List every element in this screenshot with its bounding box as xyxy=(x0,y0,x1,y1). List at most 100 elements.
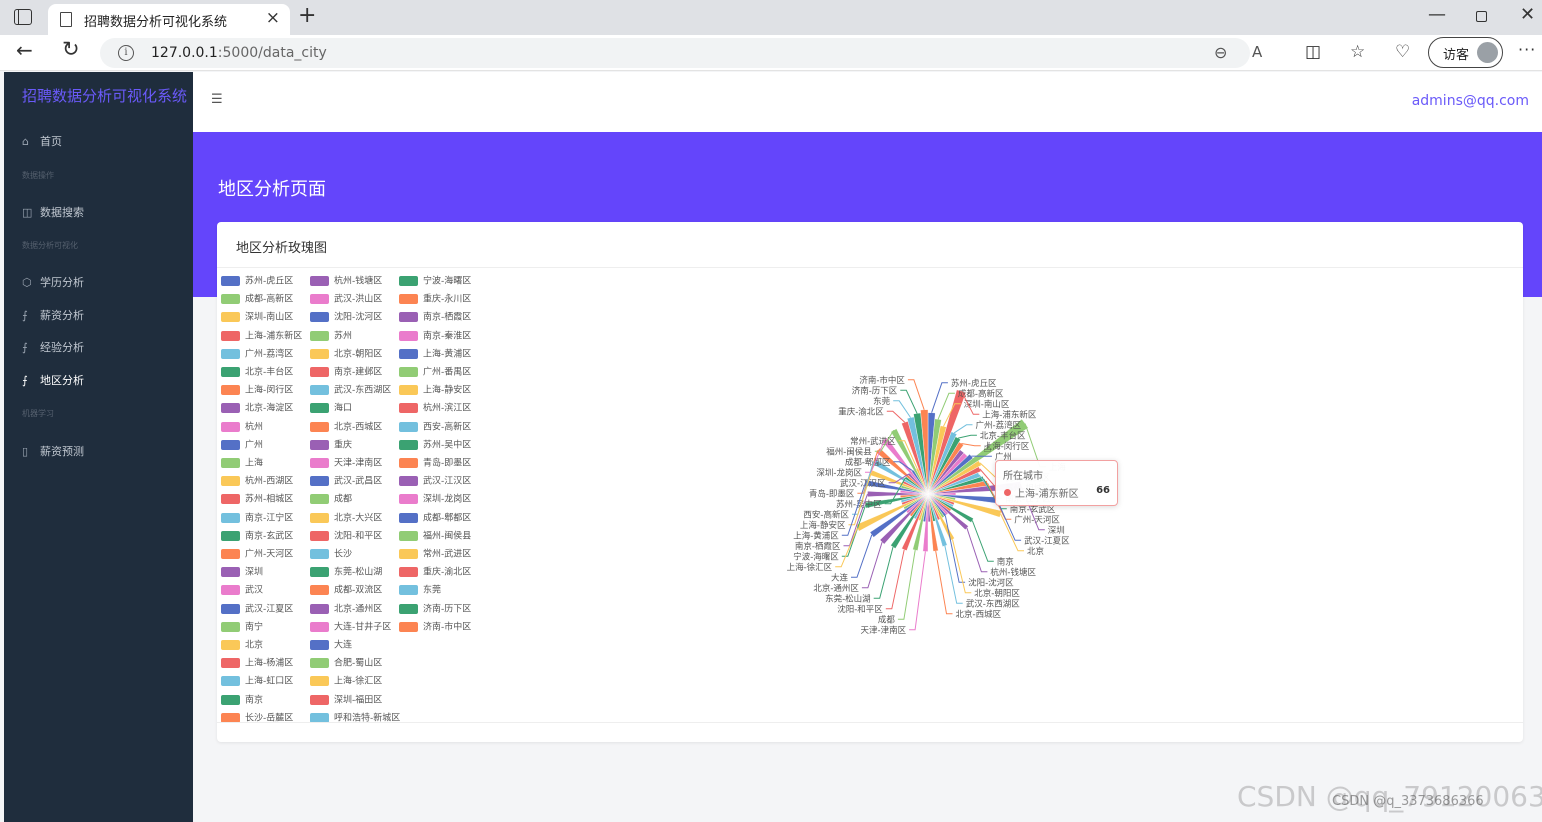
browser-tab[interactable]: 招聘数据分析可视化系统 × xyxy=(48,4,290,35)
address-bar[interactable]: i 127.0.0.1:5000/data_city ⊖ A xyxy=(100,38,1262,68)
favorites-icon[interactable]: ☆ xyxy=(1350,42,1366,62)
legend-item[interactable]: 合肥-蜀山区 xyxy=(310,658,382,670)
sidebar-item-home[interactable]: ⌂ 首页 xyxy=(22,133,62,149)
legend-item[interactable]: 西安-高新区 xyxy=(399,421,471,434)
rose-slice[interactable] xyxy=(927,441,964,495)
rose-slice[interactable] xyxy=(901,493,929,551)
legend-item[interactable]: 南京 xyxy=(221,694,263,707)
legend-item[interactable]: 重庆-永川区 xyxy=(399,294,471,306)
user-email[interactable]: admins@qq.com xyxy=(1411,93,1529,109)
legend-item[interactable]: 南京-栖霞区 xyxy=(399,312,471,324)
zoom-icon[interactable]: ⊖ xyxy=(1214,43,1228,62)
legend-item[interactable]: 重庆 xyxy=(310,439,352,452)
more-icon[interactable]: ··· xyxy=(1518,40,1537,59)
read-aloud-icon[interactable]: A xyxy=(1252,43,1263,61)
close-tab-icon[interactable]: × xyxy=(265,8,280,28)
legend-item[interactable]: 大连-甘井子区 xyxy=(310,621,391,634)
rose-slice[interactable] xyxy=(927,389,967,495)
legend-item[interactable]: 北京-海淀区 xyxy=(221,403,293,415)
legend-item[interactable]: 杭州-钱塘区 xyxy=(310,276,382,288)
legend-item[interactable]: 武汉-洪山区 xyxy=(310,294,382,306)
legend-item[interactable]: 南京-玄武区 xyxy=(221,530,293,543)
url-text[interactable]: 127.0.0.1:5000/data_city xyxy=(151,45,327,61)
legend-item[interactable]: 南京-江宁区 xyxy=(221,512,293,525)
legend-item[interactable]: 济南-历下区 xyxy=(399,603,471,616)
legend-item[interactable]: 福州-闽侯县 xyxy=(399,530,471,543)
sidebar-item-experience[interactable]: ⨍ 经验分析 xyxy=(22,339,84,355)
legend-item[interactable]: 天津-津南区 xyxy=(310,458,382,470)
legend-item[interactable]: 武汉-武昌区 xyxy=(310,476,382,488)
legend-item[interactable]: 北京 xyxy=(221,640,263,652)
legend-item[interactable]: 东莞 xyxy=(399,585,441,597)
legend-item[interactable]: 上海 xyxy=(221,458,263,470)
legend-item[interactable]: 北京-丰台区 xyxy=(221,367,293,379)
legend-item[interactable]: 大连 xyxy=(310,640,352,652)
legend-item[interactable]: 深圳-龙岗区 xyxy=(399,494,471,506)
rose-slice[interactable] xyxy=(875,447,929,495)
legend-item[interactable]: 杭州 xyxy=(221,421,263,434)
legend-item[interactable]: 武汉-江夏区 xyxy=(221,603,293,616)
legend-item[interactable]: 苏州 xyxy=(310,330,352,343)
legend-item[interactable]: 武汉-东西湖区 xyxy=(310,385,391,397)
legend-item[interactable]: 长沙 xyxy=(310,549,352,561)
legend-item[interactable]: 深圳-福田区 xyxy=(310,694,382,707)
rose-slice[interactable] xyxy=(879,493,929,545)
legend-item[interactable]: 重庆-渝北区 xyxy=(399,567,471,579)
legend-item[interactable]: 沈阳-和平区 xyxy=(310,530,382,543)
legend-item[interactable]: 北京-通州区 xyxy=(310,603,382,616)
menu-toggle-icon[interactable]: ☰ xyxy=(211,92,223,107)
legend-item[interactable]: 北京-西城区 xyxy=(310,421,382,434)
sidebar-item-region[interactable]: ⨍ 地区分析 xyxy=(22,372,84,388)
rose-slice[interactable] xyxy=(927,466,982,495)
legend-item[interactable]: 南京-建邺区 xyxy=(310,367,382,379)
info-icon[interactable]: i xyxy=(118,45,134,61)
legend-item[interactable]: 宁波-海曙区 xyxy=(399,276,471,288)
maximize-icon[interactable] xyxy=(1476,11,1487,22)
legend-item[interactable]: 广州-天河区 xyxy=(221,549,293,561)
legend-item[interactable]: 上海-徐汇区 xyxy=(310,676,382,688)
legend-item[interactable]: 上海-浦东新区 xyxy=(221,330,302,343)
legend-item[interactable]: 北京-大兴区 xyxy=(310,512,382,525)
legend-item[interactable]: 广州 xyxy=(221,439,263,452)
legend-item[interactable]: 长沙-岳麓区 xyxy=(221,712,293,725)
new-tab-icon[interactable]: + xyxy=(298,3,317,28)
legend-item[interactable]: 北京-朝阳区 xyxy=(310,348,382,361)
sidebar-item-salary[interactable]: ⨍ 薪资分析 xyxy=(22,307,84,323)
legend-item[interactable]: 杭州-西湖区 xyxy=(221,476,293,488)
split-screen-icon[interactable]: ◫ xyxy=(1305,42,1322,62)
legend-item[interactable]: 上海-虹口区 xyxy=(221,676,293,688)
legend-item[interactable]: 上海-静安区 xyxy=(399,385,471,397)
legend-item[interactable]: 东莞-松山湖 xyxy=(310,567,382,579)
rose-slice[interactable] xyxy=(927,493,974,523)
legend-item[interactable]: 常州-武进区 xyxy=(399,549,471,561)
legend-item[interactable]: 成都 xyxy=(310,494,352,506)
sidebar-item-education[interactable]: ⬡ 学历分析 xyxy=(22,274,84,290)
legend-item[interactable]: 成都-高新区 xyxy=(221,294,293,306)
sidebar-item-salary-predict[interactable]: ▯ 薪资预测 xyxy=(22,443,84,459)
legend-item[interactable]: 苏州-吴中区 xyxy=(399,439,471,452)
back-icon[interactable]: ← xyxy=(16,38,33,62)
reload-icon[interactable]: ↻ xyxy=(62,37,80,61)
close-window-icon[interactable]: ✕ xyxy=(1520,4,1536,25)
legend-item[interactable]: 苏州-相城区 xyxy=(221,494,293,506)
legend-item[interactable]: 海口 xyxy=(310,403,352,415)
legend-item[interactable]: 呼和浩特-新城区 xyxy=(310,712,400,725)
legend-item[interactable]: 上海-杨浦区 xyxy=(221,658,293,670)
legend-item[interactable]: 深圳-南山区 xyxy=(221,312,293,324)
legend-item[interactable]: 武汉 xyxy=(221,585,263,597)
legend-item[interactable]: 成都-郫都区 xyxy=(399,512,471,525)
profile-button[interactable]: 访客 xyxy=(1428,37,1503,68)
legend-item[interactable]: 青岛-即墨区 xyxy=(399,458,471,470)
legend-item[interactable]: 苏州-虎丘区 xyxy=(221,276,293,288)
legend-item[interactable]: 上海-闵行区 xyxy=(221,385,293,397)
rose-slice[interactable] xyxy=(927,493,969,530)
brand-title[interactable]: 招聘数据分析可视化系统 xyxy=(22,87,188,105)
legend-item[interactable]: 南宁 xyxy=(221,621,263,634)
legend-item[interactable]: 上海-黄浦区 xyxy=(399,348,471,361)
sidebar-item-data-search[interactable]: ◫ 数据搜索 xyxy=(22,204,84,220)
legend-item[interactable]: 广州-荔湾区 xyxy=(221,348,293,361)
tab-actions-icon[interactable] xyxy=(14,9,32,25)
minimize-icon[interactable]: — xyxy=(1428,4,1446,25)
legend-item[interactable]: 沈阳-沈河区 xyxy=(310,312,382,324)
legend-item[interactable]: 武汉-江汉区 xyxy=(399,476,471,488)
